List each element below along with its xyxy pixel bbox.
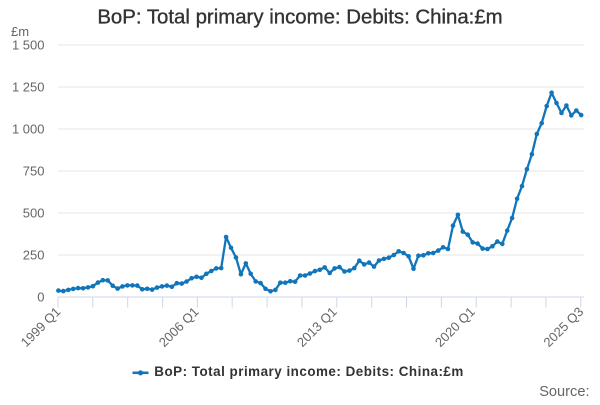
svg-text:1 000: 1 000 [12,122,45,137]
svg-text:500: 500 [23,206,45,221]
svg-text:BoP: Total primary income: Deb: BoP: Total primary income: Debits: China… [154,364,463,379]
svg-text:1 500: 1 500 [12,38,45,53]
svg-text:BoP: Total primary income: Deb: BoP: Total primary income: Debits: China… [97,7,502,29]
svg-text:250: 250 [23,248,45,263]
svg-text:0: 0 [37,290,44,305]
svg-text:£m: £m [11,24,29,39]
svg-text:750: 750 [23,164,45,179]
svg-text:Source:: Source: [539,384,589,400]
svg-text:1 250: 1 250 [12,80,45,95]
